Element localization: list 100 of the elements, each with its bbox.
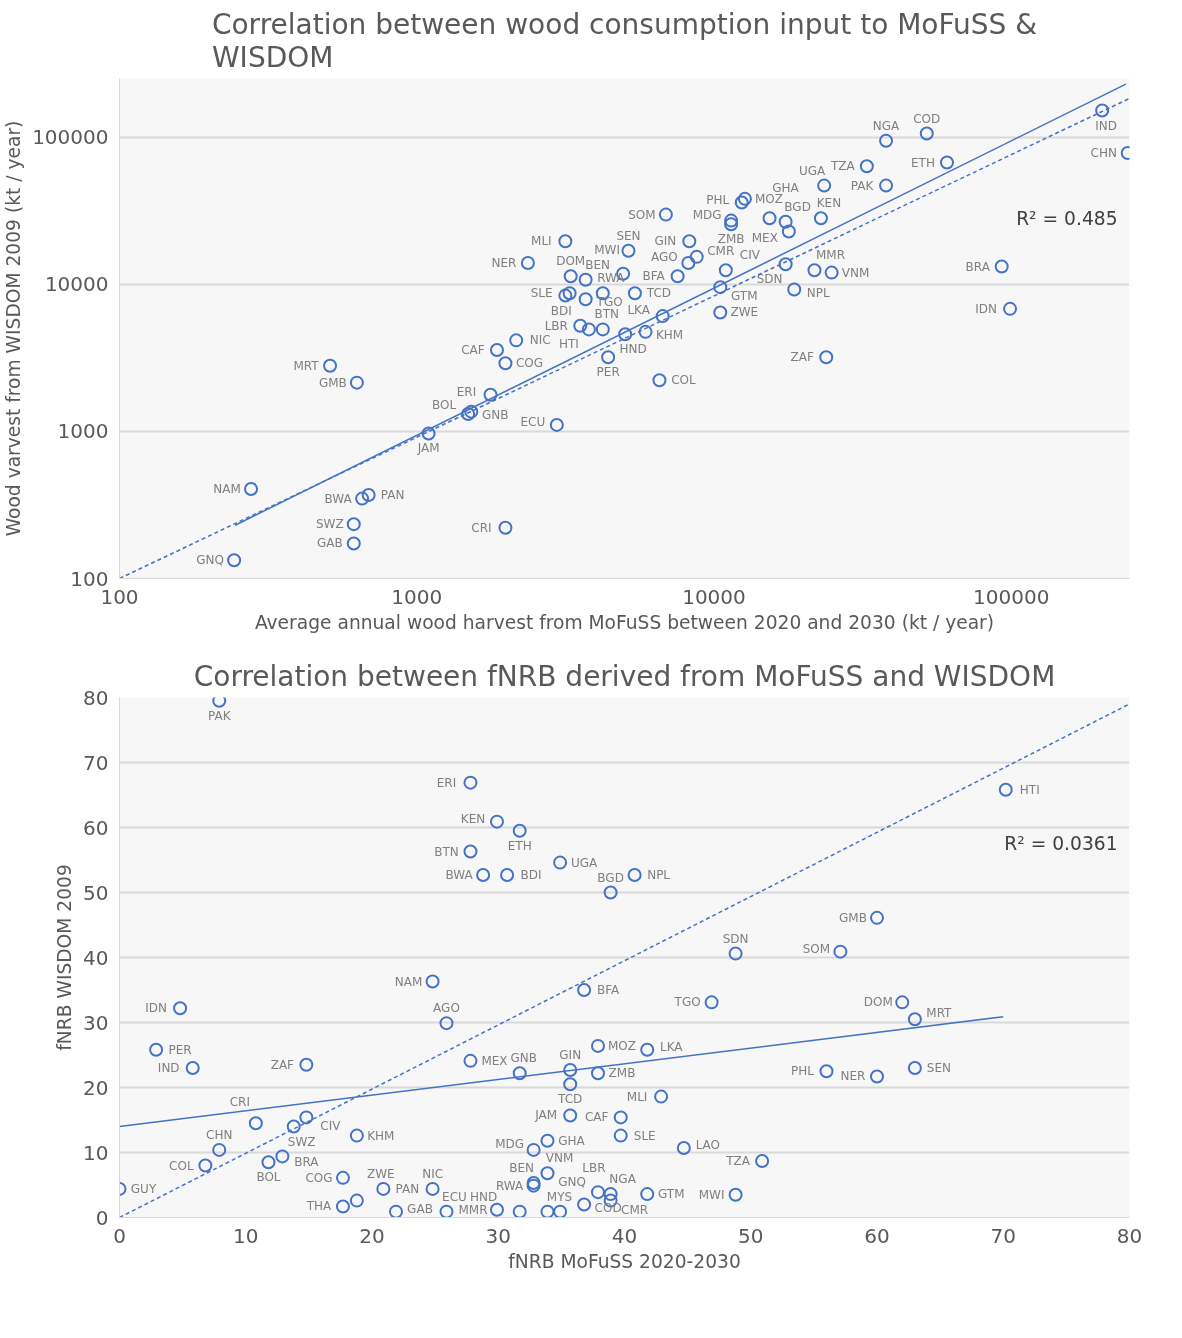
data-label: BFA (642, 269, 666, 284)
y-tick-label: 0 (95, 1205, 109, 1230)
data-label: CRI (229, 1095, 250, 1110)
x-tick-label: 20 (359, 1223, 385, 1248)
data-label: TCD (645, 286, 672, 301)
data-label: GTM (731, 289, 758, 304)
data-label: SOM (628, 207, 656, 222)
data-label: SWZ (315, 517, 344, 532)
chart-title: Correlation between wood consumption input to MoFuSS & WISDOM (211, 7, 1038, 74)
data-label: PAK (850, 178, 875, 193)
data-label: BTN (594, 307, 620, 322)
data-label: TZA (725, 1153, 751, 1168)
data-label: MWI (698, 1187, 725, 1202)
x-tick-label: 40 (611, 1223, 638, 1248)
x-tick-label: 0 (113, 1223, 126, 1248)
data-label: UGA (570, 855, 599, 870)
data-label: BGD (597, 870, 624, 885)
data-label: TGO (595, 295, 623, 310)
data-label: NPL (647, 867, 671, 882)
data-label: VNM (545, 1151, 574, 1166)
data-label: MRT (926, 1006, 953, 1021)
data-label: SDN (756, 272, 783, 287)
data-label: UGA (799, 163, 827, 178)
data-label: MLI (626, 1089, 648, 1104)
data-label: TGO (673, 995, 701, 1010)
data-label: MRT (293, 358, 320, 373)
data-label: CRI (471, 520, 492, 535)
y-tick-label: 100000 (32, 125, 109, 150)
data-label: ETH (507, 838, 532, 853)
y-tick-label: 20 (83, 1075, 109, 1100)
data-label: HTI (1019, 782, 1040, 797)
data-label: BTN (434, 844, 459, 859)
data-label: PER (596, 365, 620, 380)
y-tick-label: 50 (83, 880, 109, 905)
data-label: GNB (510, 1051, 537, 1066)
data-label: LKA (627, 303, 651, 318)
data-label: GIN (654, 234, 677, 249)
data-label: JAM (534, 1108, 558, 1123)
data-label: ERI (456, 384, 477, 399)
data-label: SEN (926, 1061, 951, 1075)
data-label: MWI (594, 242, 620, 257)
data-label: PAK (207, 708, 232, 723)
data-label: COD (594, 1200, 622, 1215)
data-label: BDI (550, 303, 572, 318)
data-label: MMR (815, 248, 845, 263)
y-tick-label: 10000 (44, 272, 109, 297)
data-label: PHL (791, 1064, 815, 1079)
data-label: HND (619, 342, 647, 357)
data-label: GMB (318, 375, 347, 390)
data-label: IDN (145, 1001, 167, 1016)
data-label: BOL (432, 398, 457, 413)
data-label: ZAF (270, 1057, 295, 1072)
data-label: IDN (975, 301, 997, 316)
data-label: NAM (213, 481, 241, 496)
data-label: IND (157, 1061, 180, 1075)
data-label: KHM (655, 327, 684, 342)
data-label: IND (1095, 118, 1118, 133)
data-label: ZAF (790, 350, 814, 365)
y-tick-label: 1000 (57, 419, 109, 444)
y-tick-label: 80 (83, 685, 109, 710)
data-label: LBR (582, 1161, 606, 1176)
data-label: NER (840, 1069, 866, 1084)
data-label: AGO (433, 1001, 460, 1016)
data-label: BRA (965, 259, 991, 274)
x-tick-label: 70 (990, 1223, 1016, 1248)
y-tick-label: 70 (83, 750, 109, 775)
data-label: ZWE (730, 305, 759, 320)
data-label: MMR (458, 1202, 488, 1217)
data-label: ECU (442, 1189, 467, 1204)
data-label: PHL (706, 192, 730, 207)
data-label: BWA (324, 491, 353, 506)
data-label: TZA (829, 159, 856, 174)
data-label: SWZ (287, 1134, 316, 1149)
data-label: CHN (206, 1127, 233, 1142)
data-label: BWA (445, 867, 474, 882)
y-axis-title: fNRB WISDOM 2009 (54, 864, 76, 1051)
data-label: SDN (722, 931, 749, 946)
data-label: MOZ (754, 191, 783, 206)
data-label: HTI (558, 337, 579, 352)
x-tick-label: 10 (233, 1223, 259, 1248)
annotation: R² = 0.485 (1016, 207, 1118, 229)
data-label: NER (491, 255, 517, 270)
data-label: CAF (584, 1110, 609, 1125)
data-label: KEN (816, 196, 842, 211)
data-label: GNQ (558, 1174, 586, 1189)
data-label: RWA (495, 1178, 525, 1193)
data-label: GAB (316, 536, 343, 551)
data-label: MLI (531, 234, 552, 249)
data-label: GNQ (196, 553, 224, 568)
chart-title: Correlation between fNRB derived from MoFuSS and WISDOM (193, 659, 1056, 693)
data-label: SLE (633, 1128, 656, 1143)
data-label: BDI (520, 867, 542, 882)
data-label: GUY (130, 1181, 157, 1196)
data-label: SEN (616, 228, 641, 243)
data-label: CIV (739, 248, 761, 263)
x-axis-title: fNRB MoFuSS 2020-2030 (508, 1250, 741, 1272)
data-label: LAO (695, 1137, 721, 1152)
data-label: BEN (585, 257, 611, 272)
x-tick-label: 10000 (682, 584, 746, 609)
annotation: R² = 0.0361 (1004, 832, 1118, 854)
